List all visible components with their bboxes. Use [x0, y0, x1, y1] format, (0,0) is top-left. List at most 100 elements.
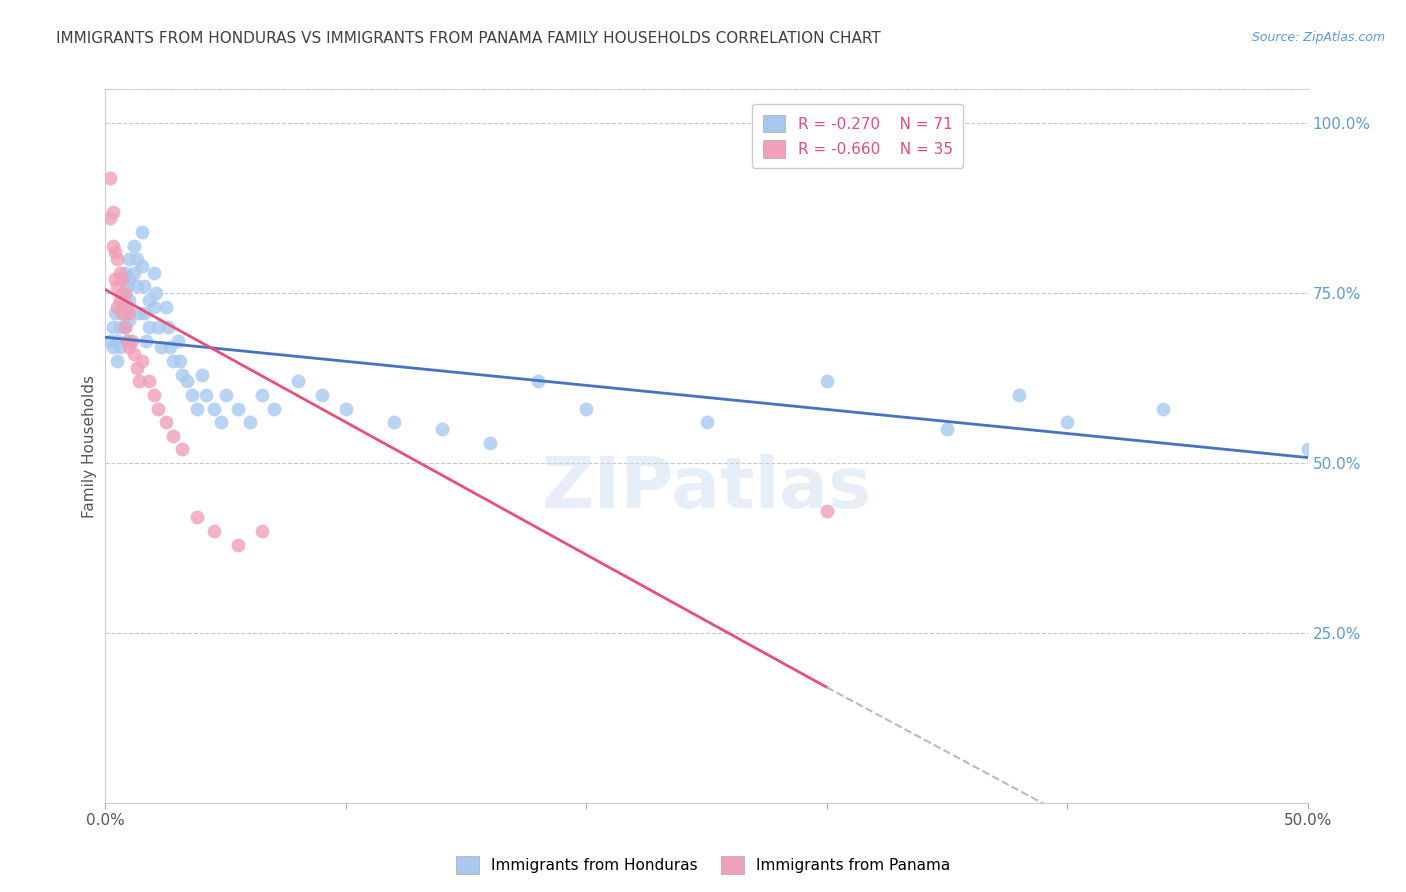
Point — [101, 238, 124, 252]
Point — [124, 238, 146, 252]
Point — [114, 320, 136, 334]
Point — [195, 388, 218, 402]
Point — [125, 360, 148, 375]
Point — [479, 435, 502, 450]
Point — [382, 415, 405, 429]
Point — [118, 341, 141, 355]
Point — [287, 375, 309, 389]
Point — [118, 306, 141, 320]
Point — [176, 375, 198, 389]
Point — [124, 347, 146, 361]
Point — [124, 266, 146, 280]
Point — [108, 266, 131, 280]
Point — [162, 429, 184, 443]
Point — [148, 320, 170, 334]
Point — [202, 524, 225, 538]
Point — [98, 211, 121, 226]
Point — [107, 334, 129, 348]
Text: Source: ZipAtlas.com: Source: ZipAtlas.com — [1251, 31, 1385, 45]
Point — [214, 388, 236, 402]
Point — [696, 415, 718, 429]
Point — [115, 306, 138, 320]
Point — [1152, 401, 1174, 416]
Point — [145, 286, 167, 301]
Point — [118, 293, 141, 307]
Point — [142, 388, 165, 402]
Point — [111, 306, 134, 320]
Point — [98, 170, 121, 185]
Point — [98, 334, 121, 348]
Point — [936, 422, 959, 436]
Point — [190, 368, 212, 382]
Point — [575, 401, 598, 416]
Point — [104, 306, 127, 320]
Legend: Immigrants from Honduras, Immigrants from Panama: Immigrants from Honduras, Immigrants fro… — [450, 850, 956, 880]
Point — [155, 300, 177, 314]
Point — [108, 341, 131, 355]
Point — [138, 320, 160, 334]
Point — [155, 415, 177, 429]
Point — [148, 401, 170, 416]
Point — [118, 272, 141, 286]
Point — [128, 306, 150, 320]
Point — [209, 415, 232, 429]
Point — [1056, 415, 1078, 429]
Y-axis label: Family Households: Family Households — [82, 375, 97, 517]
Point — [118, 313, 141, 327]
Point — [135, 334, 157, 348]
Point — [128, 375, 150, 389]
Point — [111, 286, 134, 301]
Point — [138, 293, 160, 307]
Point — [239, 415, 262, 429]
Point — [114, 320, 136, 334]
Point — [263, 401, 285, 416]
Point — [104, 245, 127, 260]
Point — [121, 334, 143, 348]
Point — [166, 334, 188, 348]
Point — [114, 266, 136, 280]
Point — [162, 354, 184, 368]
Point — [131, 225, 153, 239]
Point — [118, 252, 141, 266]
Point — [1008, 388, 1031, 402]
Point — [132, 306, 155, 320]
Point — [132, 279, 155, 293]
Point — [114, 286, 136, 301]
Point — [101, 204, 124, 219]
Point — [115, 300, 138, 314]
Point — [118, 334, 141, 348]
Point — [125, 252, 148, 266]
Point — [108, 293, 131, 307]
Point — [114, 293, 136, 307]
Point — [131, 354, 153, 368]
Point — [169, 354, 191, 368]
Point — [101, 341, 124, 355]
Point — [156, 320, 179, 334]
Point — [115, 334, 138, 348]
Point — [115, 279, 138, 293]
Point — [107, 300, 129, 314]
Point — [149, 341, 172, 355]
Point — [107, 252, 129, 266]
Point — [186, 401, 208, 416]
Text: ZIPatlas: ZIPatlas — [541, 454, 872, 524]
Point — [311, 388, 333, 402]
Point — [430, 422, 453, 436]
Point — [159, 341, 181, 355]
Point — [172, 368, 194, 382]
Point — [108, 320, 131, 334]
Point — [815, 375, 838, 389]
Point — [101, 320, 124, 334]
Point — [104, 272, 127, 286]
Point — [125, 279, 148, 293]
Point — [107, 354, 129, 368]
Point — [186, 510, 208, 524]
Point — [226, 401, 249, 416]
Point — [138, 375, 160, 389]
Point — [111, 306, 134, 320]
Point — [226, 537, 249, 551]
Point — [181, 388, 204, 402]
Point — [250, 388, 273, 402]
Point — [202, 401, 225, 416]
Point — [142, 266, 165, 280]
